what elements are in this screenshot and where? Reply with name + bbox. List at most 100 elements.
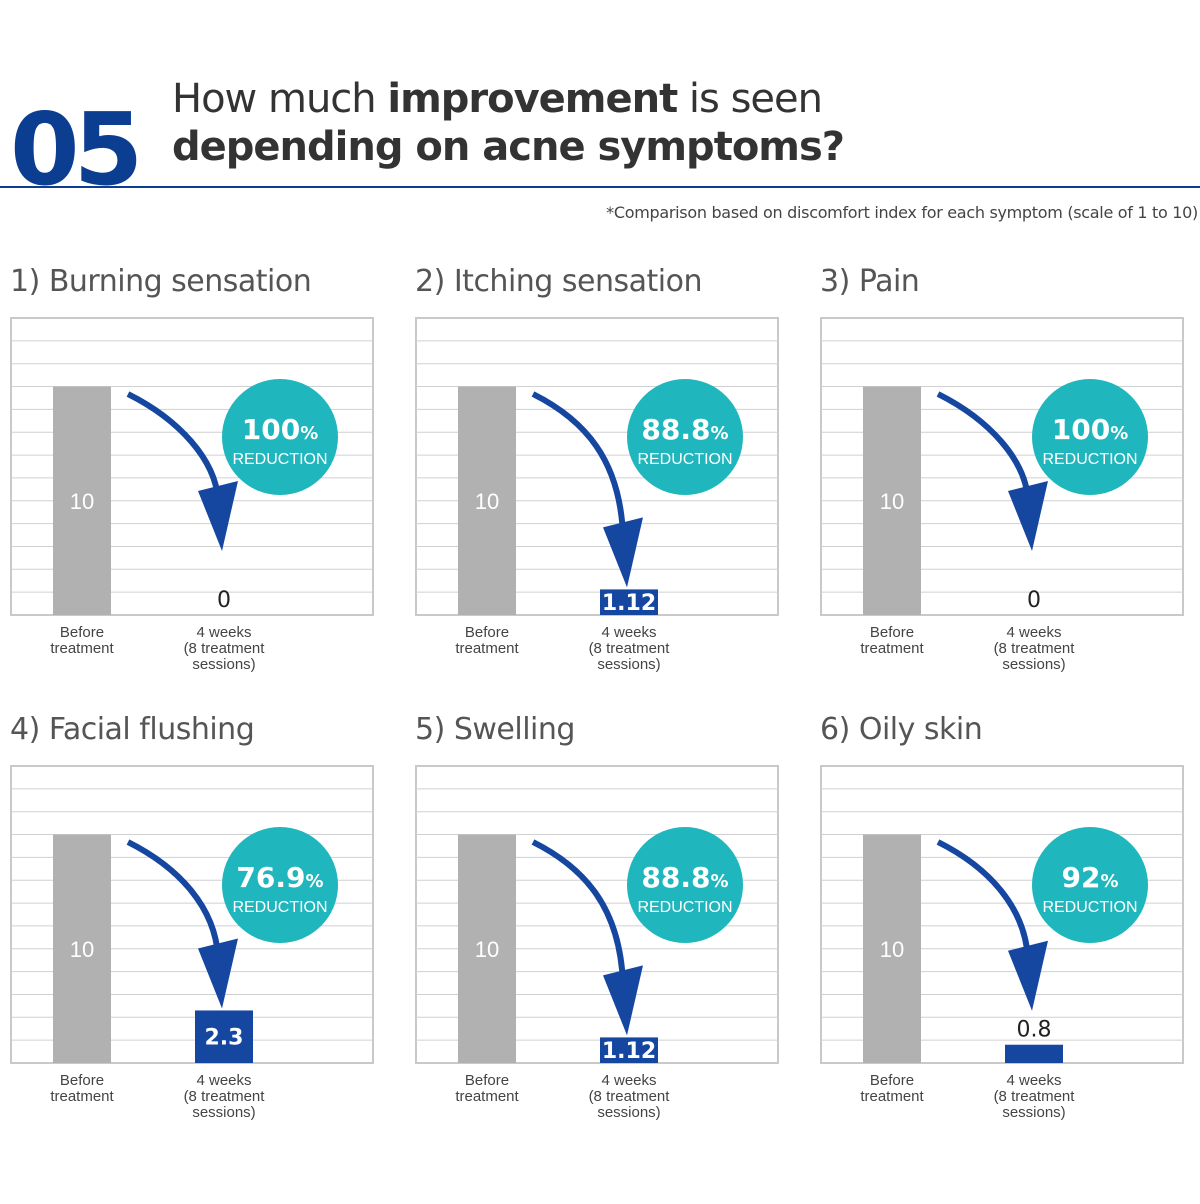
bar-before [53,834,111,1063]
value-label-after: 0 [217,588,231,613]
reduction-value: 92 [1061,861,1100,894]
reduction-value: 88.8 [641,413,710,446]
category-label-before-1: Before [60,1072,104,1089]
reduction-badge [627,827,743,943]
value-label-before: 10 [880,489,904,514]
category-label-before-2: treatment [860,640,924,657]
reduction-unit: % [1110,423,1128,444]
reduction-badge [222,827,338,943]
title-bold: improvement [387,76,678,122]
reduction-label: REDUCTION [232,451,327,468]
category-label-after-2: (8 treatment [184,640,266,657]
category-label-before-2: treatment [50,1088,114,1105]
reduction-unit: % [306,871,324,892]
bar-after [1005,1044,1063,1063]
reduction-arrow-head [1008,940,1048,1011]
reduction-arrow-shaft [936,391,1031,500]
value-label-before: 10 [475,937,499,962]
category-label-before-1: Before [870,1072,914,1089]
value-label-before: 10 [880,937,904,962]
category-label-after-3: sessions) [1002,1104,1065,1121]
reduction-unit: % [711,423,729,444]
chart-title: 5) Swelling [415,712,575,747]
category-label-after-1: 4 weeks [196,624,251,641]
reduction-percent: 100% [242,413,319,446]
chart-title: 4) Facial flushing [10,712,255,747]
category-label-after-1: 4 weeks [601,624,656,641]
category-label-after-2: (8 treatment [589,640,671,657]
chart-panel-2: 2) Itching sensation 10 1.12 88.8% REDUCTIO… [415,264,795,684]
reduction-percent: 76.9% [236,861,323,894]
reduction-arrow-head [198,481,238,551]
chart-panel-5: 5) Swelling 10 1.12 88.8% REDUCTION Before tr… [415,712,795,1132]
category-label-after-3: sessions) [597,656,660,673]
bar-before [53,386,111,615]
reduction-badge [1032,379,1148,495]
category-label-after-3: sessions) [192,656,255,673]
value-label-before: 10 [70,937,94,962]
reduction-percent: 88.8% [641,413,728,446]
reduction-arrow-shaft [126,839,221,957]
category-label-after-2: (8 treatment [994,1088,1076,1105]
bar-before [863,834,921,1063]
reduction-badge [222,379,338,495]
category-label-before-2: treatment [455,1088,519,1105]
category-label-before-2: treatment [50,640,114,657]
reduction-label: REDUCTION [1042,899,1137,916]
reduction-unit: % [711,871,729,892]
bar-after [195,1010,253,1063]
value-label-after: 0.8 [1017,1018,1052,1043]
category-label-after-1: 4 weeks [196,1072,251,1089]
header: 05 How much improvement is seen dependin… [0,0,1200,222]
reduction-arrow-shaft [531,839,626,984]
category-label-before-2: treatment [455,640,519,657]
reduction-percent: 92% [1061,861,1118,894]
category-label-before-2: treatment [860,1088,924,1105]
reduction-value: 100 [242,413,300,446]
reduction-value: 88.8 [641,861,710,894]
value-label-after: 2.3 [205,1026,244,1051]
value-label-before: 10 [475,489,499,514]
category-label-before-1: Before [60,624,104,641]
reduction-unit: % [300,423,318,444]
reduction-arrow-head [603,965,643,1036]
title-post: is seen [677,76,823,122]
reduction-arrow-shaft [936,839,1031,959]
chart-title: 1) Burning sensation [10,264,312,299]
category-label-before-1: Before [870,624,914,641]
category-label-after-1: 4 weeks [1006,624,1061,641]
reduction-label: REDUCTION [1042,451,1137,468]
category-label-after-1: 4 weeks [601,1072,656,1089]
reduction-percent: 100% [1052,413,1129,446]
reduction-arrow-head [1008,481,1048,551]
reduction-arrow-shaft [126,391,221,500]
category-label-after-2: (8 treatment [994,640,1076,657]
page-title-line2: depending on acne symptoms? [172,124,845,170]
reduction-value: 100 [1052,413,1110,446]
reduction-arrow-head [603,517,643,588]
footnote: *Comparison based on discomfort index fo… [606,203,1198,222]
chart-title: 3) Pain [820,264,920,299]
header-divider [0,186,1200,188]
reduction-percent: 88.8% [641,861,728,894]
reduction-unit: % [1100,871,1118,892]
value-label-after: 1.12 [602,591,656,616]
chart-panel-1: 1) Burning sensation 10 0 100% REDUCTION Bef… [10,264,390,684]
page-title-line1: How much improvement is seen [172,76,823,122]
category-label-after-1: 4 weeks [1006,1072,1061,1089]
bar-after [600,1037,658,1063]
bar-before [458,834,516,1063]
chart-title: 2) Itching sensation [415,264,702,299]
value-label-before: 10 [70,489,94,514]
bar-after [600,589,658,615]
category-label-after-3: sessions) [597,1104,660,1121]
category-label-after-3: sessions) [1002,656,1065,673]
reduction-badge [627,379,743,495]
reduction-arrow-head [198,938,238,1009]
reduction-label: REDUCTION [232,899,327,916]
